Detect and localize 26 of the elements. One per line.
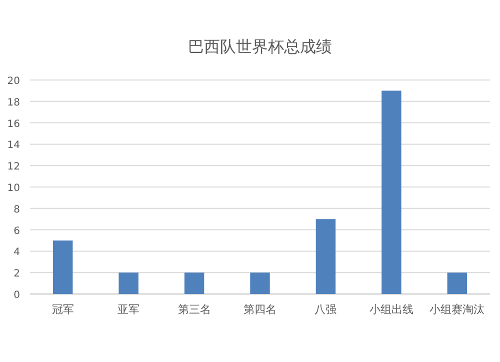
x-tick-label: 小组赛淘汰 (430, 303, 485, 316)
bar (316, 219, 336, 294)
y-tick-label: 0 (14, 290, 20, 301)
x-tick-label: 第三名 (178, 303, 211, 316)
bar (250, 272, 270, 294)
y-tick-label: 10 (7, 183, 20, 194)
y-tick-label: 18 (7, 97, 20, 108)
bar (382, 90, 402, 294)
chart-title: 巴西队世界杯总成绩 (188, 37, 332, 56)
x-tick-label: 冠军 (52, 303, 74, 316)
y-tick-label: 20 (7, 76, 20, 87)
x-tick-label: 小组出线 (369, 303, 414, 316)
y-tick-label: 2 (14, 268, 20, 280)
bar (53, 240, 73, 294)
x-tick-label: 八强 (314, 303, 337, 316)
y-tick-label: 16 (7, 118, 20, 130)
x-tick-label: 第四名 (244, 303, 276, 316)
bar (184, 272, 204, 294)
y-tick-label: 12 (7, 162, 20, 173)
x-tick-label: 亚军 (118, 303, 140, 316)
y-tick-label: 6 (14, 226, 20, 237)
y-tick-label: 14 (7, 140, 20, 152)
bar (447, 272, 467, 294)
y-tick-label: 4 (14, 247, 20, 258)
y-tick-label: 8 (14, 204, 20, 216)
bar (118, 272, 138, 294)
